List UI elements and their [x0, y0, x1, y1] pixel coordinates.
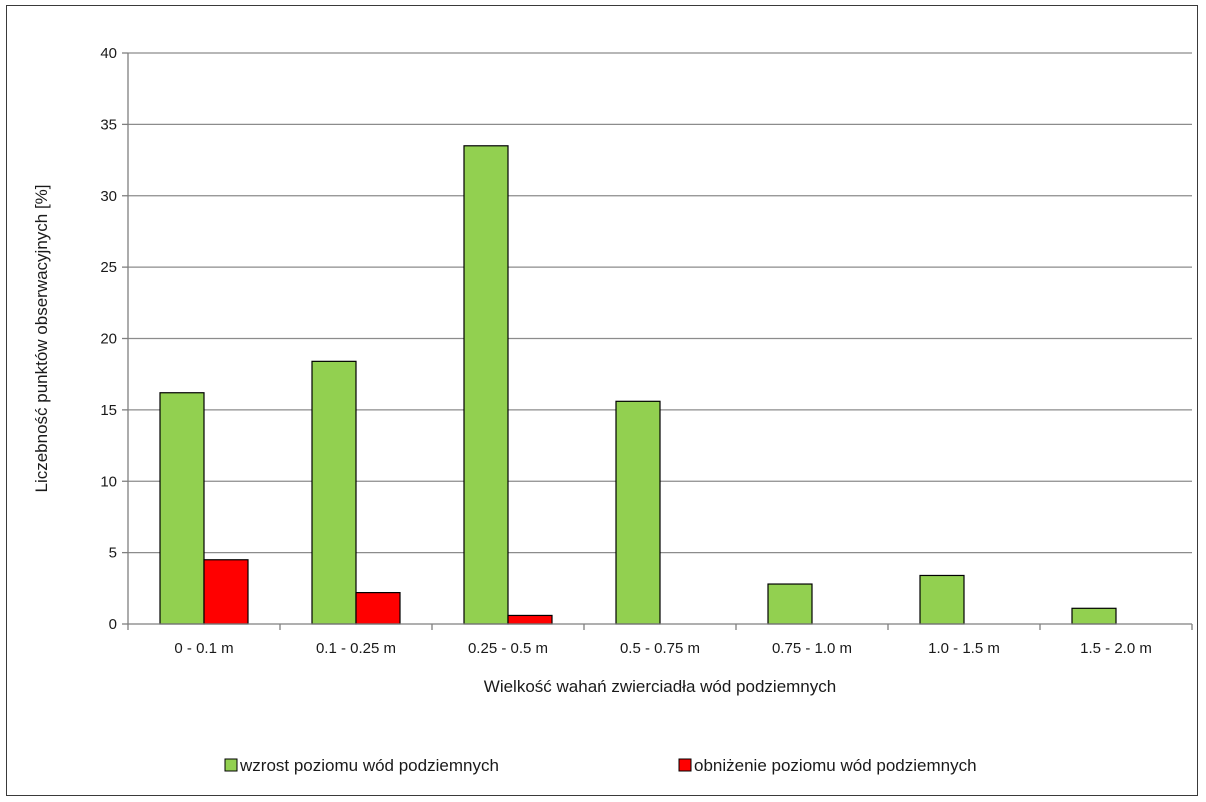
x-tick-label: 0.25 - 0.5 m	[468, 640, 548, 657]
bar-drop	[203, 559, 249, 625]
y-tick-label: 35	[100, 116, 117, 133]
bar-chart: 0 5 10 15 20 25 30 35 40 0 - 0.1 m 0.1 - 0.25 m 0.2…	[32, 45, 1193, 775]
legend-swatch	[678, 758, 692, 772]
x-axis-title: Wielkość wahań zwierciadła wód podziemny…	[484, 677, 836, 696]
bar-rise	[311, 360, 357, 625]
x-tick-label: 0.1 - 0.25 m	[316, 640, 396, 657]
y-tick-label: 30	[100, 188, 117, 205]
y-tick-label: 25	[100, 259, 117, 276]
bar-rise	[1071, 607, 1117, 625]
bar-rise	[767, 583, 813, 625]
bar-rise	[159, 392, 205, 625]
legend-label: obniżenie poziomu wód podziemnych	[694, 756, 977, 775]
y-tick-label: 40	[100, 45, 117, 62]
legend-swatch	[224, 758, 238, 772]
x-tick-label: 0.5 - 0.75 m	[620, 640, 700, 657]
legend: wzrost poziomu wód podziemnych obniżenie …	[224, 756, 977, 775]
x-tick-label: 1.0 - 1.5 m	[928, 640, 1000, 657]
bar-rise	[615, 400, 661, 625]
legend-label: wzrost poziomu wód podziemnych	[239, 756, 499, 775]
bars	[159, 145, 1117, 625]
x-tick-label: 0 - 0.1 m	[174, 640, 233, 657]
y-tick-label: 15	[100, 402, 117, 419]
x-tick-label: 1.5 - 2.0 m	[1080, 640, 1152, 657]
bar-drop	[355, 591, 401, 625]
x-tick-label: 0.75 - 1.0 m	[772, 640, 852, 657]
y-tick-label: 5	[109, 545, 117, 562]
bar-drop	[507, 614, 553, 625]
bar-rise	[463, 145, 509, 625]
axes: 0 5 10 15 20 25 30 35 40 0 - 0.1 m 0.1 - 0.25 m 0.2…	[100, 45, 1193, 657]
bar-rise	[919, 574, 965, 625]
y-tick-label: 20	[100, 331, 117, 348]
y-axis-title: Liczebność punktów obserwacyjnych [%]	[32, 184, 51, 492]
chart-frame: 0 5 10 15 20 25 30 35 40 0 - 0.1 m 0.1 - 0.25 m 0.2…	[6, 5, 1198, 796]
y-tick-label: 10	[100, 473, 117, 490]
y-tick-label: 0	[109, 616, 117, 633]
